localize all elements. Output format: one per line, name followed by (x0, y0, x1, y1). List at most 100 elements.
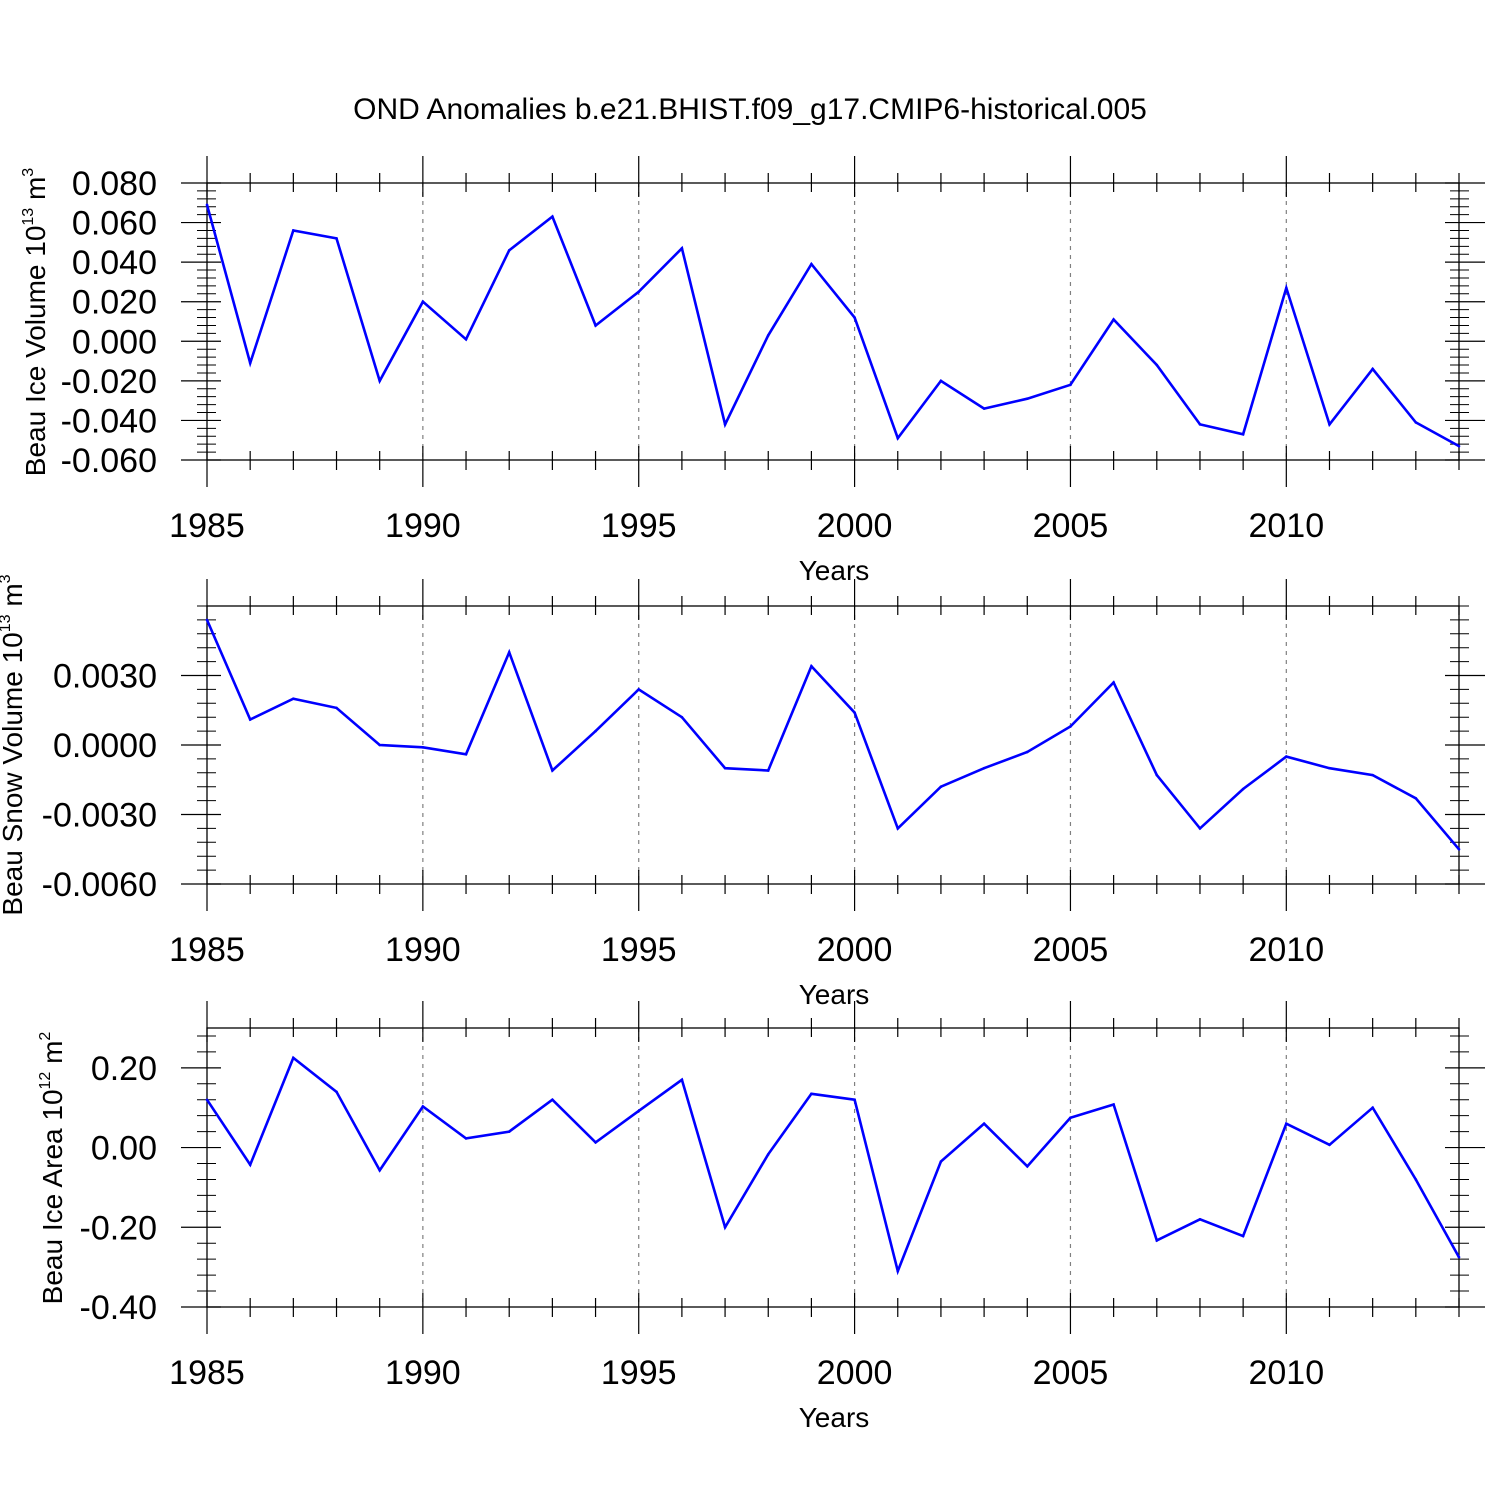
data-point (1414, 1178, 1418, 1181)
data-point (292, 229, 295, 232)
y-tick-label: 0.040 (72, 244, 157, 282)
x-tick-label: 2000 (817, 931, 893, 969)
x-axis-label: Years (799, 1402, 870, 1433)
y-tick-label: -0.020 (61, 363, 157, 401)
data-point (1025, 397, 1029, 400)
x-tick-label: 1990 (385, 931, 461, 969)
data-point (507, 1130, 511, 1133)
data-point (723, 1225, 727, 1229)
data-point (594, 324, 597, 327)
y-tick-label: 0.020 (72, 284, 157, 322)
data-point (1198, 423, 1202, 426)
data-point (766, 1153, 770, 1156)
data-point (1155, 773, 1159, 777)
series-line (205, 204, 1460, 448)
data-point (1112, 318, 1115, 321)
data-point (1371, 367, 1374, 371)
y-tick-label: 0.0030 (53, 658, 157, 696)
data-point (810, 664, 813, 668)
data-point (1155, 363, 1159, 367)
data-point (464, 1137, 468, 1140)
data-point (421, 300, 425, 304)
data-point (378, 743, 381, 747)
y-tick-label: -0.0030 (42, 797, 157, 835)
y-tick-label: 0.000 (72, 323, 157, 361)
data-point (464, 338, 468, 341)
data-point (594, 1141, 597, 1144)
data-point (464, 752, 468, 756)
data-point (292, 1056, 295, 1060)
data-point (421, 746, 425, 749)
data-point (1457, 1255, 1461, 1259)
x-tick-label: 2005 (1033, 931, 1109, 969)
data-point (378, 379, 381, 383)
data-point (1285, 755, 1288, 758)
series-line (205, 619, 1460, 851)
data-point (205, 618, 209, 622)
data-point (205, 203, 209, 207)
data-point (1241, 787, 1245, 791)
series-line (205, 1055, 1461, 1276)
data-point (507, 651, 511, 654)
data-point (248, 718, 252, 721)
data-point (248, 1163, 252, 1167)
data-point (335, 237, 338, 240)
y-axis-label: Beau Ice Area 1012 m2 (37, 1032, 68, 1305)
y-tick-label: 0.060 (72, 205, 157, 243)
data-point (551, 215, 554, 218)
data-point (853, 316, 856, 319)
data-point (1285, 1122, 1288, 1125)
data-point (637, 1109, 641, 1113)
data-point (1371, 773, 1374, 777)
data-point (982, 1122, 986, 1125)
data-point (1198, 827, 1202, 830)
x-tick-label: 2010 (1248, 1354, 1324, 1392)
panels: 1985 1990 1995 2000 2005 2010 Years -0.060-0.04… (0, 156, 1485, 1433)
data-point (248, 361, 252, 365)
data-point (939, 379, 943, 383)
x-tick-label: 2010 (1248, 931, 1324, 969)
data-point (551, 769, 554, 772)
data-point (1285, 286, 1288, 290)
x-tick-label: 2005 (1033, 507, 1109, 545)
x-tick-label: 2000 (817, 1354, 893, 1392)
y-tick-label: 0.00 (91, 1130, 157, 1168)
x-tick-label: 1985 (169, 931, 245, 969)
data-point (853, 711, 856, 714)
y-tick-label: 0.0000 (53, 727, 157, 765)
x-tick-label: 1990 (385, 1354, 461, 1392)
data-point (680, 246, 684, 250)
data-point (335, 1090, 338, 1094)
data-point (896, 1269, 900, 1273)
y-tick-label: 0.20 (91, 1050, 157, 1088)
y-tick-label: -0.40 (80, 1289, 158, 1327)
data-point (1155, 1239, 1159, 1242)
data-point (507, 248, 511, 252)
data-point (680, 1078, 684, 1082)
y-tick-label: -0.20 (80, 1209, 158, 1247)
data-point (292, 697, 295, 700)
x-axis-label: Years (799, 979, 870, 1010)
x-tick-label: 1985 (169, 507, 245, 545)
data-point (723, 423, 727, 426)
data-point (896, 436, 900, 440)
data-point (1198, 1218, 1202, 1221)
data-point (205, 1098, 209, 1102)
data-point (1069, 725, 1072, 728)
plot-frame (206, 182, 1460, 461)
x-axis-label: Years (799, 555, 870, 586)
x-tick-label: 2000 (817, 507, 893, 545)
x-tick-label: 1995 (601, 507, 677, 545)
data-point (1112, 1103, 1115, 1106)
panel-2: 1985 1990 1995 2000 2005 2010 Years -0.0060 -0.0… (0, 574, 1485, 1010)
data-point (1328, 1143, 1331, 1147)
data-point (1328, 423, 1331, 426)
data-point (1112, 681, 1115, 684)
data-point (1069, 383, 1072, 387)
data-point (810, 262, 813, 266)
data-point (939, 785, 943, 788)
data-point (551, 1098, 554, 1102)
x-tick-label: 1985 (169, 1354, 245, 1392)
data-point (982, 766, 986, 770)
